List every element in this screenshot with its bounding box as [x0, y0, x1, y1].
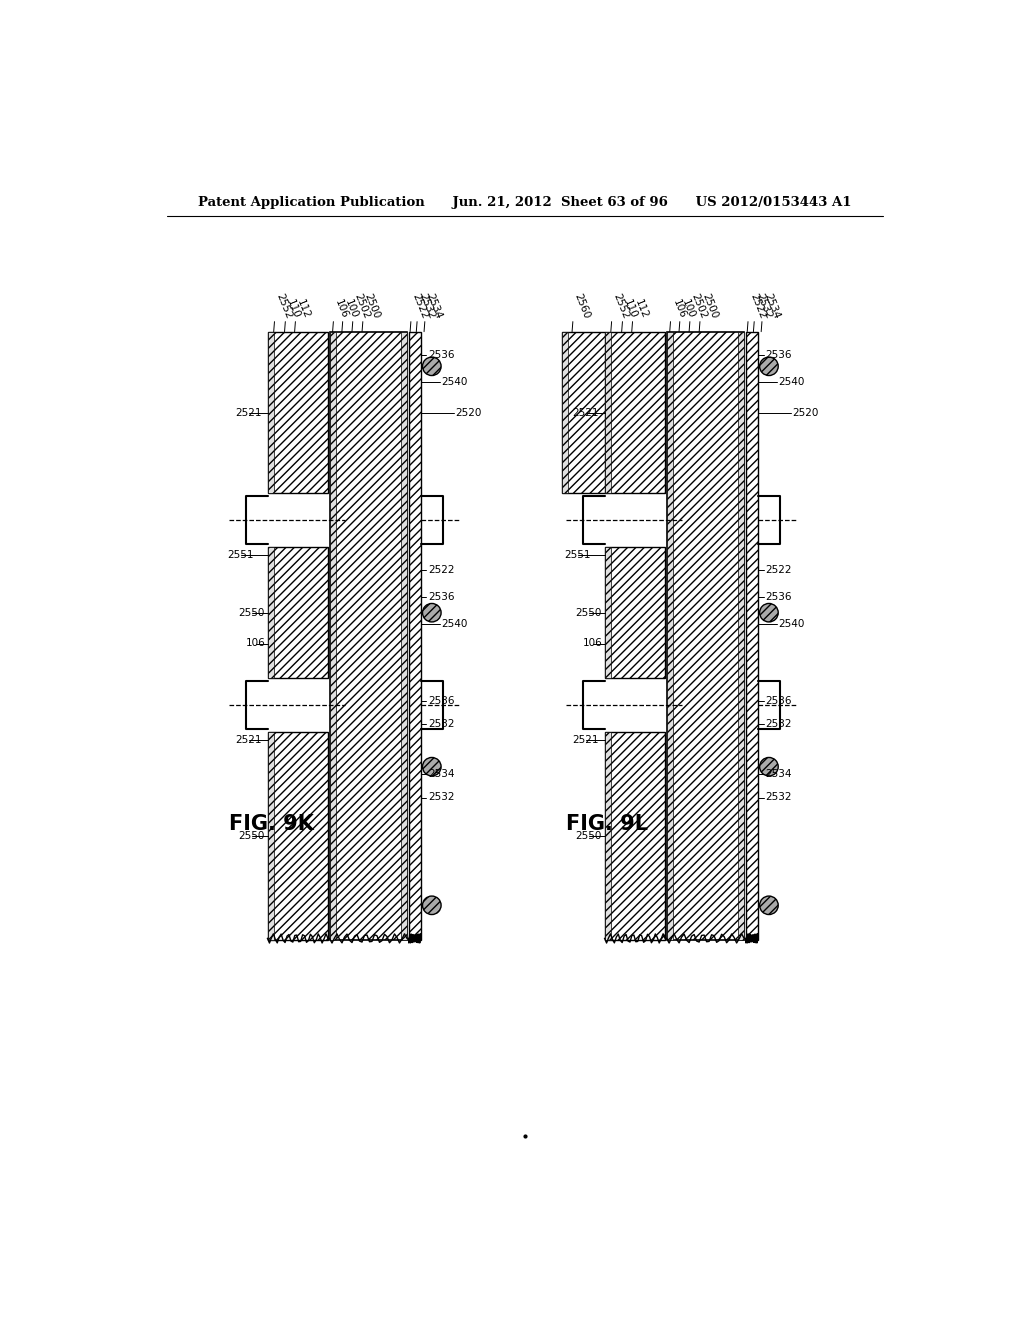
Text: 2522: 2522: [428, 565, 455, 576]
Bar: [667, 331, 744, 940]
Bar: [409, 331, 421, 940]
Bar: [267, 733, 273, 940]
Text: 2550: 2550: [238, 832, 264, 841]
Text: 2551: 2551: [564, 550, 591, 560]
Bar: [267, 548, 328, 678]
Text: 100: 100: [680, 298, 696, 321]
Text: 2521: 2521: [234, 735, 261, 744]
Bar: [267, 548, 273, 678]
Text: 2534: 2534: [762, 292, 781, 321]
Text: 112: 112: [633, 298, 649, 321]
Text: 2540: 2540: [441, 619, 468, 630]
Text: 100: 100: [343, 298, 359, 321]
Text: 2552: 2552: [274, 292, 294, 321]
Text: 2532: 2532: [765, 792, 792, 803]
Text: 2534: 2534: [425, 292, 444, 321]
Text: 2550: 2550: [238, 607, 264, 618]
Text: 106: 106: [671, 298, 687, 321]
Bar: [667, 331, 673, 940]
Text: 2532: 2532: [428, 719, 455, 730]
Text: 2520: 2520: [793, 408, 818, 417]
Bar: [604, 733, 665, 940]
Text: 2502: 2502: [352, 292, 372, 321]
Circle shape: [423, 603, 441, 622]
Text: 2532: 2532: [428, 792, 455, 803]
Text: 2532: 2532: [755, 292, 773, 321]
Text: FIG. 9L: FIG. 9L: [566, 814, 648, 834]
Circle shape: [760, 896, 778, 915]
Text: 2522: 2522: [748, 292, 767, 321]
Text: 2550: 2550: [575, 832, 601, 841]
Text: 2502: 2502: [690, 292, 709, 321]
Text: 2532: 2532: [417, 292, 436, 321]
Text: 106: 106: [246, 639, 265, 648]
Text: 2534: 2534: [765, 770, 792, 779]
Circle shape: [760, 356, 778, 376]
Bar: [267, 331, 273, 494]
Bar: [604, 733, 611, 940]
Circle shape: [423, 356, 441, 376]
Text: 2534: 2534: [428, 770, 455, 779]
Text: 2520: 2520: [455, 408, 481, 417]
Text: FIG. 9K: FIG. 9K: [228, 814, 313, 834]
Text: 2540: 2540: [778, 376, 805, 387]
Text: 2500: 2500: [700, 292, 719, 321]
Circle shape: [423, 896, 441, 915]
Text: 2560: 2560: [572, 292, 592, 321]
Circle shape: [423, 758, 441, 776]
Text: 2522: 2522: [411, 292, 430, 321]
Circle shape: [760, 603, 778, 622]
Text: 2536: 2536: [765, 593, 792, 602]
Text: Patent Application Publication      Jun. 21, 2012  Sheet 63 of 96      US 2012/0: Patent Application Publication Jun. 21, …: [198, 195, 852, 209]
Bar: [267, 331, 328, 494]
Bar: [604, 331, 665, 494]
Bar: [562, 331, 568, 494]
Text: 2540: 2540: [778, 619, 805, 630]
Bar: [738, 331, 744, 940]
Text: 2522: 2522: [765, 565, 792, 576]
Bar: [267, 733, 328, 940]
Bar: [604, 548, 665, 678]
Text: 2532: 2532: [765, 719, 792, 730]
Bar: [745, 331, 758, 940]
Text: 110: 110: [623, 298, 639, 321]
Circle shape: [760, 758, 778, 776]
Text: 2500: 2500: [362, 292, 382, 321]
Text: 2550: 2550: [575, 607, 601, 618]
Bar: [330, 331, 336, 940]
Text: 2536: 2536: [765, 696, 792, 706]
Text: 110: 110: [286, 298, 302, 321]
Text: 2540: 2540: [441, 376, 468, 387]
Bar: [604, 548, 611, 678]
Text: 112: 112: [295, 298, 312, 321]
Text: 2521: 2521: [572, 408, 599, 417]
Text: 2552: 2552: [611, 292, 631, 321]
Text: 106: 106: [583, 639, 603, 648]
Bar: [330, 331, 407, 940]
Bar: [604, 331, 611, 494]
Text: 106: 106: [334, 298, 350, 321]
Bar: [400, 331, 407, 940]
Bar: [562, 331, 604, 494]
Text: 2536: 2536: [428, 593, 455, 602]
Text: 2536: 2536: [428, 696, 455, 706]
Text: 2536: 2536: [765, 350, 792, 360]
Text: 2521: 2521: [234, 408, 261, 417]
Text: 2551: 2551: [227, 550, 254, 560]
Text: 2521: 2521: [572, 735, 599, 744]
Text: 2536: 2536: [428, 350, 455, 360]
